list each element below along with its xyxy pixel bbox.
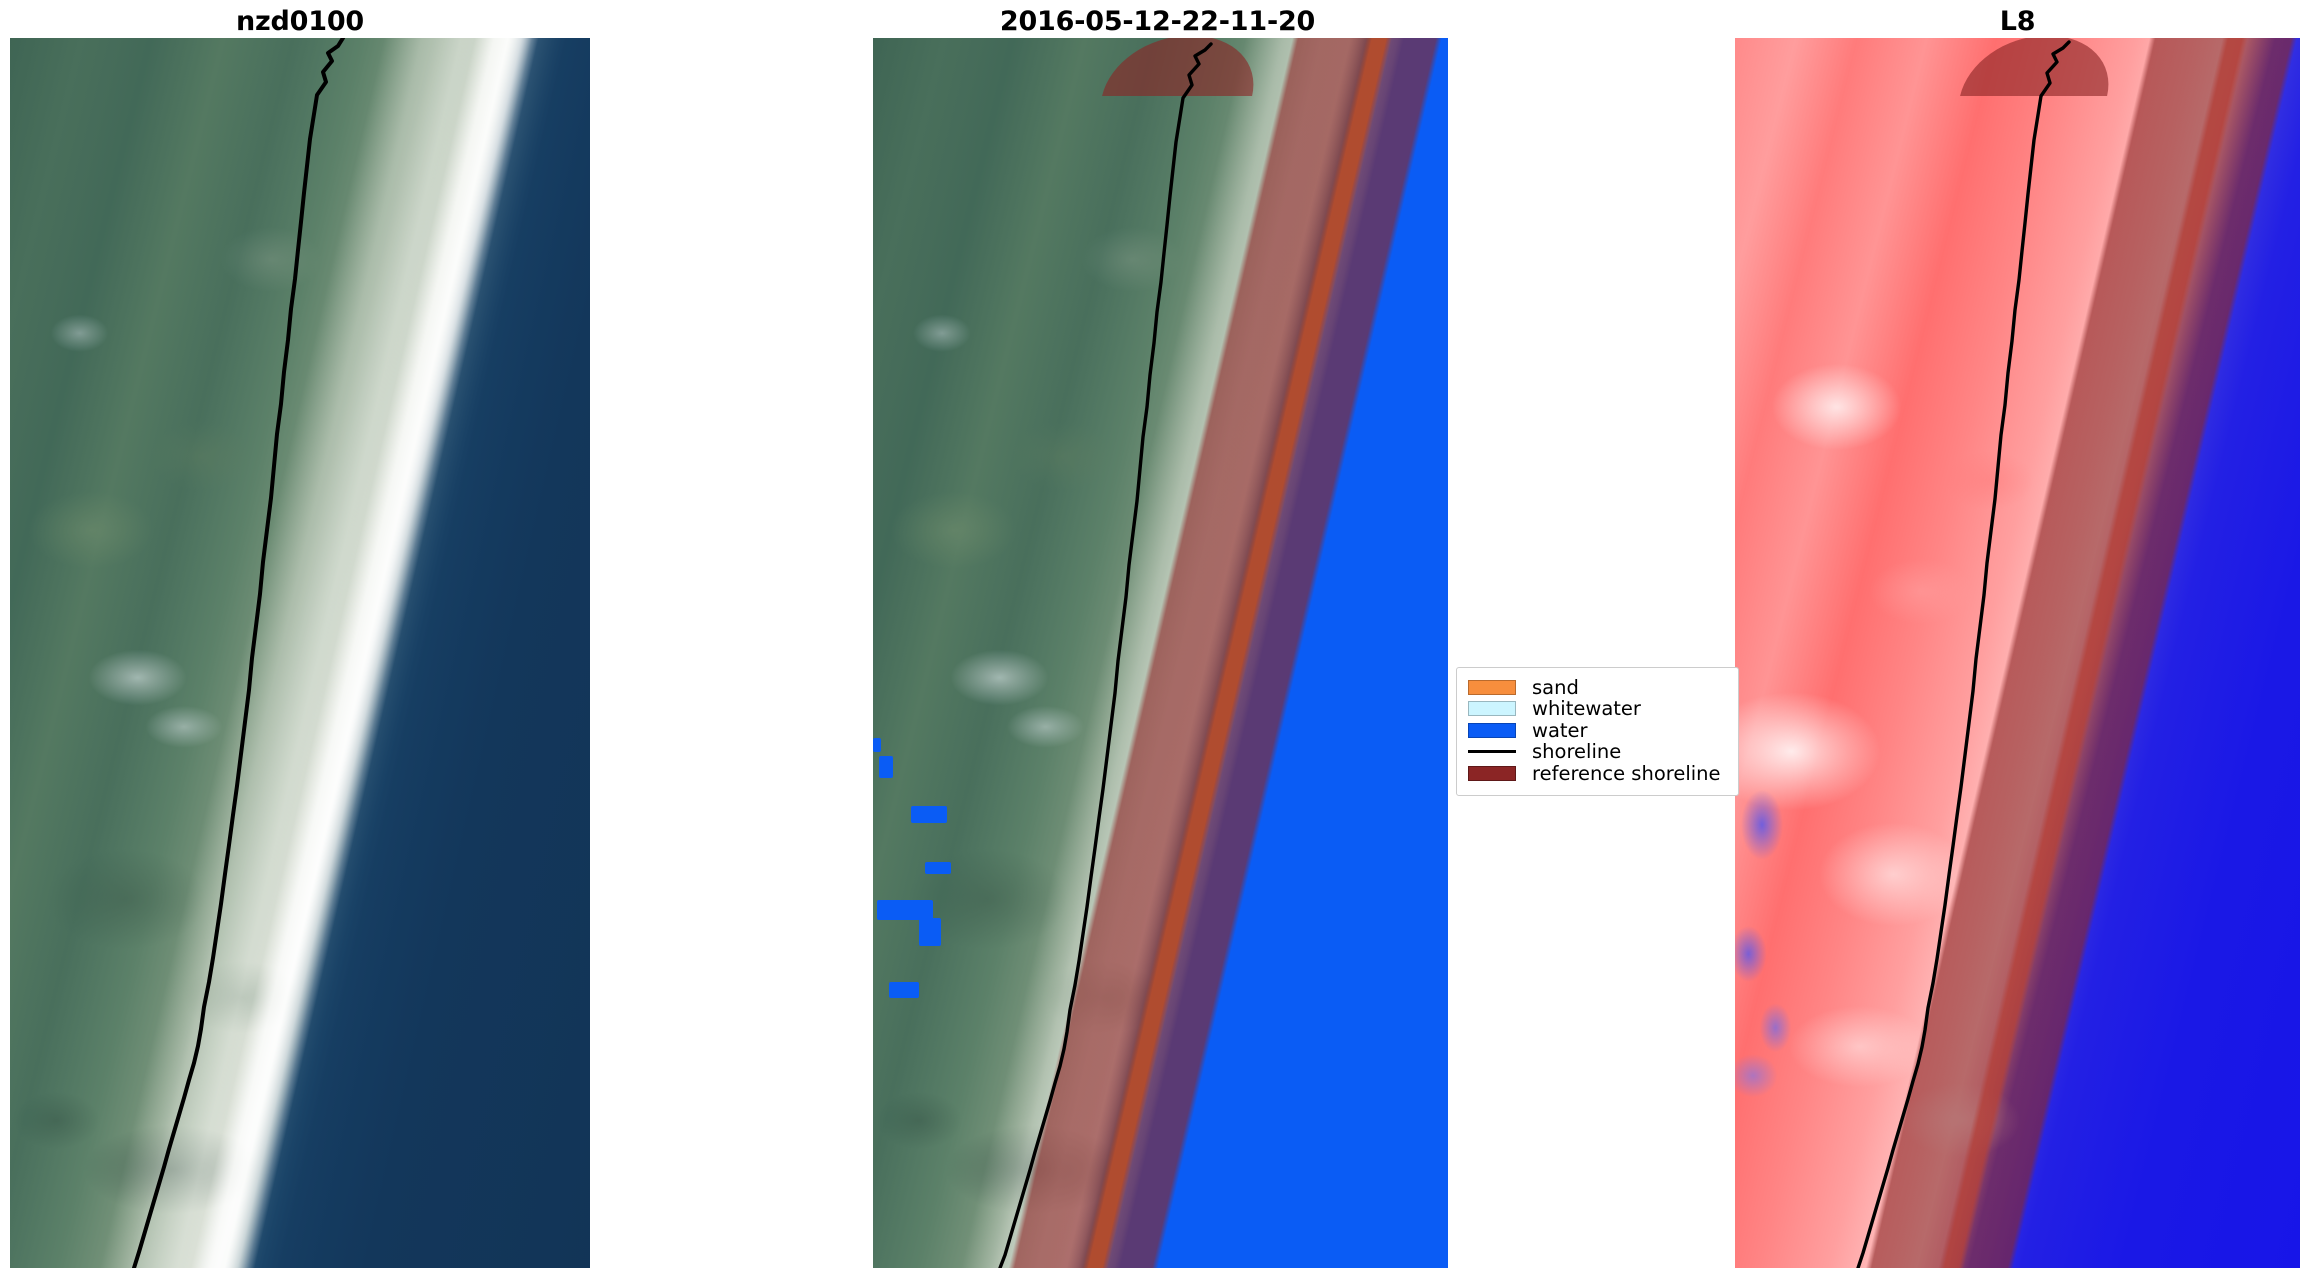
legend-item-whitewater: whitewater	[1468, 699, 1727, 720]
panel-title-right: L8	[1999, 6, 2036, 37]
shoreline-polyline	[1856, 40, 2071, 1268]
reference-shoreline-buffer	[873, 38, 1448, 1268]
legend-label-whitewater: whitewater	[1532, 697, 1641, 720]
shoreline-polyline	[998, 42, 1213, 1268]
legend-label-water: water	[1532, 718, 1588, 742]
legend: sand whitewater water shoreline referenc…	[1456, 667, 1739, 796]
shoreline-overlay-classified	[998, 42, 1213, 1268]
legend-swatch-shoreline	[1468, 744, 1516, 759]
shoreline-overlay-nir	[1856, 40, 2071, 1268]
panel-title-middle: 2016-05-12-22-11-20	[999, 6, 1316, 37]
legend-swatch-whitewater	[1468, 701, 1516, 717]
legend-label-reference-shoreline: reference shoreline	[1532, 761, 1721, 785]
legend-item-water: water	[1468, 720, 1727, 741]
panel-rgb-image	[10, 38, 590, 1268]
legend-item-sand: sand	[1468, 677, 1727, 698]
legend-item-reference-shoreline: reference shoreline	[1468, 763, 1727, 784]
panel-classified-image	[873, 38, 1448, 1268]
legend-swatch-water	[1468, 722, 1516, 738]
legend-item-shoreline: shoreline	[1468, 742, 1727, 763]
shoreline-overlay	[132, 38, 345, 1268]
reference-shoreline-buffer-nir	[1735, 38, 2300, 1268]
legend-swatch-reference-shoreline	[1468, 765, 1516, 781]
legend-label-shoreline: shoreline	[1532, 740, 1622, 763]
panel-nir-image	[1735, 38, 2300, 1268]
panel-title-left: nzd0100	[235, 6, 364, 37]
legend-label-sand: sand	[1532, 675, 1579, 699]
shoreline-polyline	[132, 38, 345, 1268]
legend-swatch-sand	[1468, 679, 1516, 695]
